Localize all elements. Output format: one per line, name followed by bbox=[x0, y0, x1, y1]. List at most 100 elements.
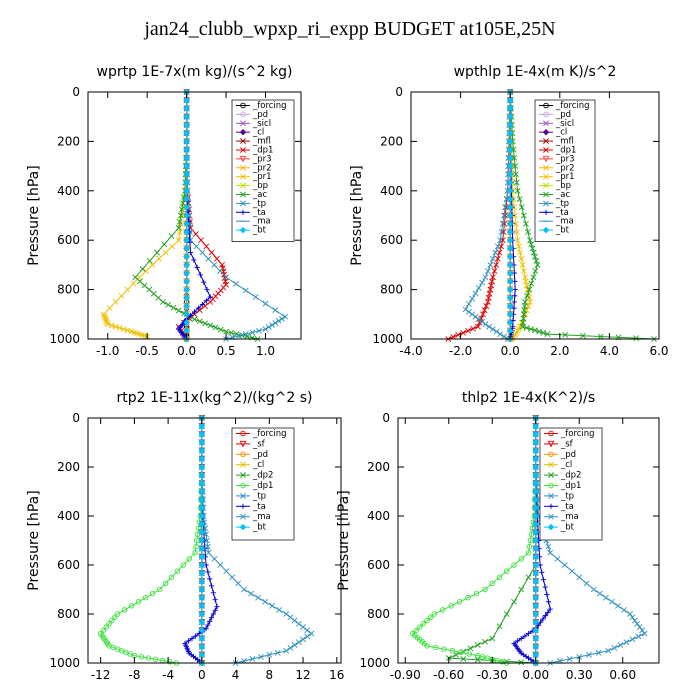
series-bt bbox=[506, 88, 514, 343]
data-point bbox=[269, 322, 275, 328]
data-point bbox=[198, 439, 206, 446]
legend-entry: _pr3 bbox=[555, 154, 575, 164]
data-point bbox=[198, 471, 206, 479]
x-tick-label: -8 bbox=[128, 668, 140, 682]
data-point bbox=[198, 520, 206, 528]
data-point bbox=[201, 279, 207, 285]
data-point bbox=[191, 309, 198, 315]
data-point bbox=[100, 627, 107, 634]
data-point bbox=[639, 627, 646, 634]
data-point bbox=[441, 646, 447, 652]
data-point bbox=[479, 318, 486, 325]
data-point bbox=[108, 322, 115, 329]
data-point bbox=[183, 319, 190, 326]
legend-marker bbox=[543, 111, 549, 118]
legend-marker bbox=[543, 102, 549, 109]
data-point bbox=[103, 624, 110, 630]
legend-marker bbox=[543, 209, 549, 215]
data-point bbox=[431, 611, 438, 617]
plot-frame bbox=[87, 91, 302, 340]
data-point bbox=[191, 257, 197, 263]
data-point bbox=[532, 422, 539, 430]
legend-marker bbox=[240, 503, 246, 509]
data-point bbox=[235, 580, 242, 587]
data-point bbox=[198, 496, 206, 503]
data-point bbox=[189, 635, 195, 642]
data-point bbox=[180, 200, 186, 207]
legend-entry: _sicl bbox=[555, 119, 574, 129]
data-point bbox=[128, 603, 135, 609]
data-point bbox=[192, 550, 198, 556]
data-point bbox=[138, 654, 145, 660]
data-point bbox=[595, 649, 602, 656]
data-point bbox=[506, 154, 514, 162]
data-point bbox=[208, 583, 215, 589]
data-point bbox=[519, 261, 526, 268]
data-point bbox=[204, 543, 211, 550]
data-point bbox=[532, 561, 539, 569]
legend-entry: _forcing bbox=[252, 429, 287, 439]
data-point bbox=[627, 611, 633, 617]
data-point bbox=[475, 285, 482, 291]
data-point bbox=[198, 529, 206, 536]
data-point bbox=[496, 574, 503, 581]
data-point bbox=[287, 614, 294, 621]
legend-marker bbox=[240, 120, 246, 127]
legend-entry: _dp1 bbox=[555, 146, 576, 156]
data-point bbox=[475, 652, 481, 659]
legend-entry: _ta bbox=[252, 208, 266, 218]
data-point bbox=[523, 324, 530, 331]
series-dp1 bbox=[445, 89, 514, 342]
data-point bbox=[545, 609, 551, 615]
data-point bbox=[542, 613, 549, 619]
data-point bbox=[529, 525, 536, 532]
legend-marker bbox=[240, 472, 246, 479]
data-point bbox=[236, 332, 243, 339]
data-point bbox=[465, 327, 471, 334]
legend-marker bbox=[543, 138, 549, 145]
legend-marker bbox=[239, 155, 247, 163]
plot-frame bbox=[87, 417, 342, 664]
y-tick-label: 0 bbox=[395, 85, 403, 99]
data-point bbox=[576, 574, 583, 581]
data-point bbox=[198, 504, 206, 512]
data-point bbox=[175, 307, 182, 314]
data-point bbox=[183, 245, 190, 252]
data-point bbox=[102, 314, 109, 321]
x-tick-label: -0.60 bbox=[433, 668, 464, 682]
data-point bbox=[223, 274, 229, 281]
data-point bbox=[633, 335, 640, 342]
data-point bbox=[515, 243, 522, 250]
legend-marker bbox=[240, 200, 246, 207]
data-point bbox=[629, 636, 636, 643]
data-point bbox=[506, 105, 514, 112]
data-point bbox=[223, 328, 229, 335]
data-point bbox=[177, 212, 184, 219]
data-point bbox=[491, 268, 498, 274]
data-point bbox=[532, 569, 539, 577]
panel-1: wprtp 1E-7x(m kg)/(s^2 kg) Pressure [hPa]… bbox=[26, 64, 302, 358]
data-point bbox=[208, 249, 215, 256]
y-tick-label: 400 bbox=[57, 184, 80, 198]
data-point bbox=[576, 653, 583, 660]
data-point bbox=[112, 299, 119, 305]
data-point bbox=[623, 639, 630, 646]
legend: _forcing_pd_sicl_cl_mfl_dp1_pr3_pr2_pr1_… bbox=[534, 99, 596, 242]
data-point bbox=[506, 121, 514, 129]
data-point bbox=[511, 305, 517, 311]
data-point bbox=[547, 549, 554, 556]
legend-marker bbox=[240, 147, 246, 153]
data-point bbox=[104, 319, 110, 326]
data-point bbox=[198, 553, 206, 561]
data-point bbox=[287, 644, 294, 651]
series-line bbox=[448, 418, 537, 664]
data-point bbox=[212, 607, 218, 613]
y-axis-label: Pressure [hPa] bbox=[26, 490, 42, 590]
data-point bbox=[547, 606, 553, 612]
data-point bbox=[198, 463, 206, 471]
data-point bbox=[100, 311, 107, 318]
legend-entry: _sicl bbox=[252, 119, 271, 129]
legend-marker bbox=[548, 503, 554, 509]
x-tick-label: 8 bbox=[265, 668, 273, 682]
legend-marker bbox=[239, 226, 247, 234]
